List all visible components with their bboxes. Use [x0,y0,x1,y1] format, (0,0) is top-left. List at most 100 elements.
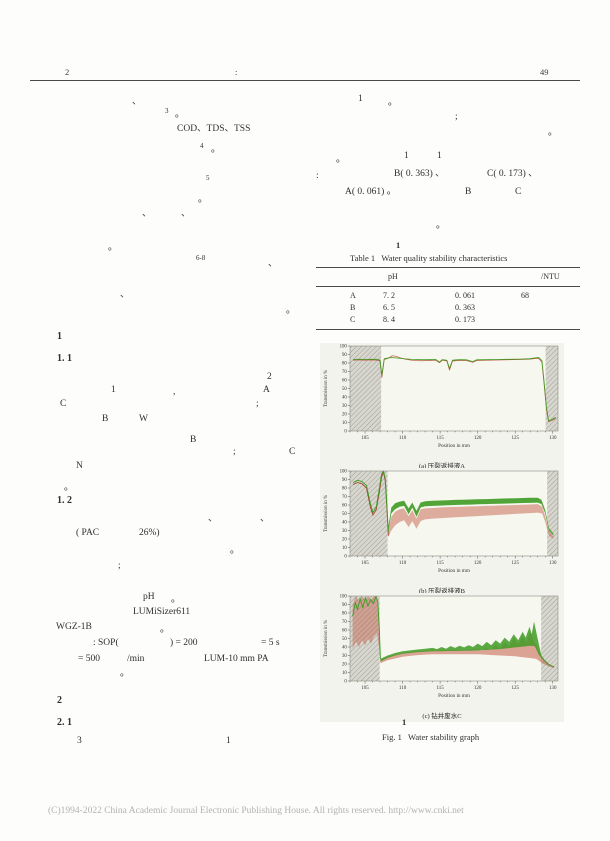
text-fragment: 、 [132,97,142,107]
text-fragment: 1 [404,151,409,161]
text-fragment: 3 [77,736,82,746]
text-fragment: ) = 200 [170,638,198,648]
svg-text:0: 0 [344,430,347,435]
x-axis-label: Position in mm [438,693,470,699]
svg-text:125: 125 [511,561,519,566]
text-fragment: 。 [436,221,446,231]
table-cell: A [350,291,356,300]
svg-text:130: 130 [549,686,557,691]
table-mid-rule [316,286,580,287]
svg-text:20: 20 [342,413,347,418]
y-axis-label: Transmission in % [324,495,329,532]
svg-text:115: 115 [436,436,444,441]
text-fragment: A( 0. 061) 。 [345,187,397,197]
svg-text:70: 70 [342,370,347,375]
subchart-caption: (b) 压裂返排液B [418,588,466,595]
svg-text:105: 105 [361,561,369,566]
y-axis-label: Transmission in % [324,370,329,407]
svg-text:30: 30 [342,654,347,659]
text-fragment: ; [256,399,259,409]
chart-fracturing-flowback-b: 0 10 20 30 40 50 60 70 80 90 100 105 110 115 120 125 130… [320,468,564,597]
header-title-separator: : [235,67,238,77]
text-fragment: C [60,399,67,409]
transmission-plot: 0 10 20 30 40 50 60 70 80 90 100 105 110 115 120 125 130… [324,595,559,699]
text-fragment: 、 [120,290,130,300]
svg-text:105: 105 [361,686,369,691]
svg-text:100: 100 [340,345,348,350]
text-fragment: ; [233,447,236,457]
text-fragment: C( 0. 173) 、 [487,169,538,179]
copyright-notice: (C)1994-2022 China Academic Journal Elec… [48,806,464,816]
svg-text:90: 90 [342,478,347,483]
text-fragment: W [139,414,148,424]
text-fragment: 。 [211,145,221,155]
svg-text:125: 125 [511,436,519,441]
text-fragment: 2 [57,695,62,706]
header-issue: 2 [65,67,70,77]
table-cell: 0. 061 [455,291,475,300]
svg-text:125: 125 [511,686,519,691]
svg-text:100: 100 [340,595,348,600]
svg-text:60: 60 [342,504,347,509]
text-fragment: 4 [200,142,204,150]
text-fragment: B( 0. 363) 、 [394,169,445,179]
table-cell: 0. 173 [455,315,475,324]
text-fragment: 。 [388,98,398,108]
svg-text:60: 60 [342,379,347,384]
figure-caption: Fig. 1 Water stability graph [382,732,480,742]
transmission-plot: 0 10 20 30 40 50 60 70 80 90 100 105 110 115 120 125 130… [324,345,559,449]
text-fragment: 。 [286,306,296,316]
text-fragment: LUM-10 mm PA [204,654,269,664]
table-cell: B [350,303,356,312]
svg-text:30: 30 [342,529,347,534]
text-fragment: = 500 [78,654,100,664]
table-header: /NTU [541,272,560,281]
table-cell: 68 [521,291,529,300]
text-fragment: 2. 1 [57,717,72,728]
text-fragment: ; [455,112,458,122]
text-fragment: C [289,447,296,457]
text-fragment: LUMiSizer611 [133,607,191,617]
chart-drilling-wastewater-c: 0 10 20 30 40 50 60 70 80 90 100 105 110 115 120 125 130… [320,593,564,722]
svg-text:100: 100 [340,470,348,475]
svg-text:50: 50 [342,637,347,642]
text-fragment: = 5 s [261,638,280,648]
svg-text:40: 40 [342,396,347,401]
svg-text:20: 20 [342,538,347,543]
svg-text:0: 0 [344,680,347,685]
text-fragment: COD、TDS、TSS [177,124,251,134]
svg-text:20: 20 [342,663,347,668]
text-fragment: ; [118,561,121,571]
svg-text:120: 120 [474,686,482,691]
table-header: pH [388,272,398,281]
text-fragment: 。 [64,483,74,493]
text-fragment: C [515,187,522,197]
text-fragment: A [263,385,270,395]
svg-text:40: 40 [342,646,347,651]
svg-text:60: 60 [342,629,347,634]
svg-text:115: 115 [436,686,444,691]
y-axis-label: Transmission in % [324,620,329,657]
svg-text:30: 30 [342,404,347,409]
table-cell: 6. 5 [383,303,395,312]
table-number: 1 [396,240,401,250]
svg-text:110: 110 [399,686,407,691]
text-fragment: 。 [160,625,170,635]
text-fragment: 1 [437,151,442,161]
header-rule [30,80,580,81]
table-cell: 0. 363 [455,303,475,312]
text-fragment: 。 [171,595,181,605]
svg-text:130: 130 [549,561,557,566]
text-fragment: 2 [267,372,272,382]
text-fragment: 1 [226,736,231,746]
svg-text:0: 0 [344,555,347,560]
text-fragment: 。 [120,669,130,679]
svg-text:120: 120 [474,561,482,566]
table-top-rule [316,267,580,269]
svg-text:115: 115 [436,561,444,566]
header-page-number: 49 [540,67,549,77]
text-fragment: : SOP( [93,638,119,648]
table-cell: 8. 4 [383,315,395,324]
table-cell: 7. 2 [383,291,395,300]
text-fragment: : [316,171,319,181]
